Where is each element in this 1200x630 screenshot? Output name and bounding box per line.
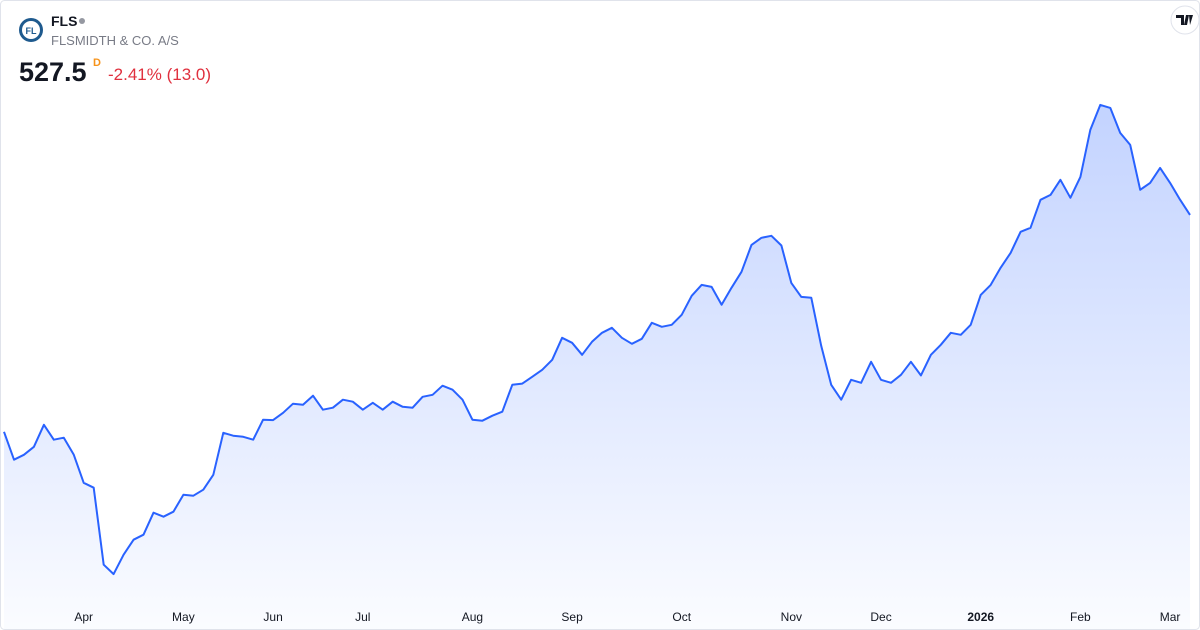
x-tick-label: Apr (74, 610, 93, 624)
status-dot (79, 18, 85, 24)
area-fill (4, 104, 1190, 629)
x-tick-label: Nov (781, 610, 802, 624)
x-tick-label: Jun (263, 610, 282, 624)
tv-logo (1170, 5, 1200, 35)
x-tick-label: Dec (870, 610, 891, 624)
x-tick-label: Jul (355, 610, 370, 624)
symbol: FLS (51, 13, 77, 29)
interval: D (93, 57, 101, 69)
x-tick-label: Mar (1160, 610, 1181, 624)
x-tick-label: Feb (1070, 610, 1091, 624)
x-tick-label: Sep (561, 610, 583, 624)
logo-text: FL (26, 26, 37, 36)
plot (3, 103, 1191, 629)
price: 527.5 (19, 57, 87, 87)
price-change: -2.41% (13.0) (108, 65, 211, 84)
x-tick-label: Oct (672, 610, 691, 624)
price-line (3, 103, 1191, 576)
x-tick-label: 2026 (967, 610, 994, 624)
x-tick-label: May (172, 610, 195, 624)
company-name: FLSMIDTH & CO. A/S (51, 33, 179, 48)
logo-inner (22, 21, 40, 39)
x-tick-label: Aug (462, 610, 483, 624)
